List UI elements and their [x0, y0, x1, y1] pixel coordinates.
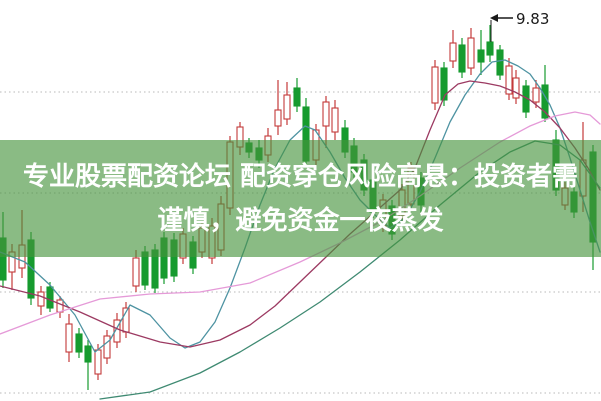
candle-up — [512, 77, 520, 99]
candle-up — [56, 299, 64, 313]
candle-up — [532, 87, 540, 103]
candle-up — [103, 335, 111, 359]
candle-up — [94, 349, 102, 375]
candle-up — [37, 291, 45, 307]
candle-down — [84, 345, 92, 363]
price-label: 9.83 — [516, 10, 549, 28]
annotation-arrow-head — [490, 14, 498, 22]
candle-up — [132, 257, 140, 287]
candle-up — [322, 101, 330, 127]
candle-up — [467, 37, 475, 69]
candle-down — [440, 67, 448, 101]
candle-down — [477, 49, 485, 63]
candle-down — [293, 87, 301, 107]
candle-up — [274, 109, 282, 127]
headline-banner: 专业股票配资论坛 配资穿仓风险高悬：投资者需 谨慎，避免资金一夜蒸发 — [0, 140, 601, 257]
candle-down — [458, 44, 466, 73]
candle-up — [331, 107, 339, 133]
candle-down — [541, 84, 549, 119]
candle-up — [449, 42, 457, 62]
candle-down — [46, 286, 54, 309]
candle-up — [113, 319, 121, 343]
candle-up — [505, 65, 513, 95]
headline-line-2: 谨慎，避免资金一夜蒸发 — [157, 205, 444, 236]
headline-line-1: 专业股票配资论坛 配资穿仓风险高悬：投资者需 — [22, 161, 579, 192]
candle-down — [486, 41, 494, 56]
candle-up — [283, 94, 291, 120]
candle-down — [496, 49, 504, 76]
candle-up — [431, 66, 439, 104]
candle-down — [75, 333, 83, 353]
candle-up — [65, 323, 73, 353]
